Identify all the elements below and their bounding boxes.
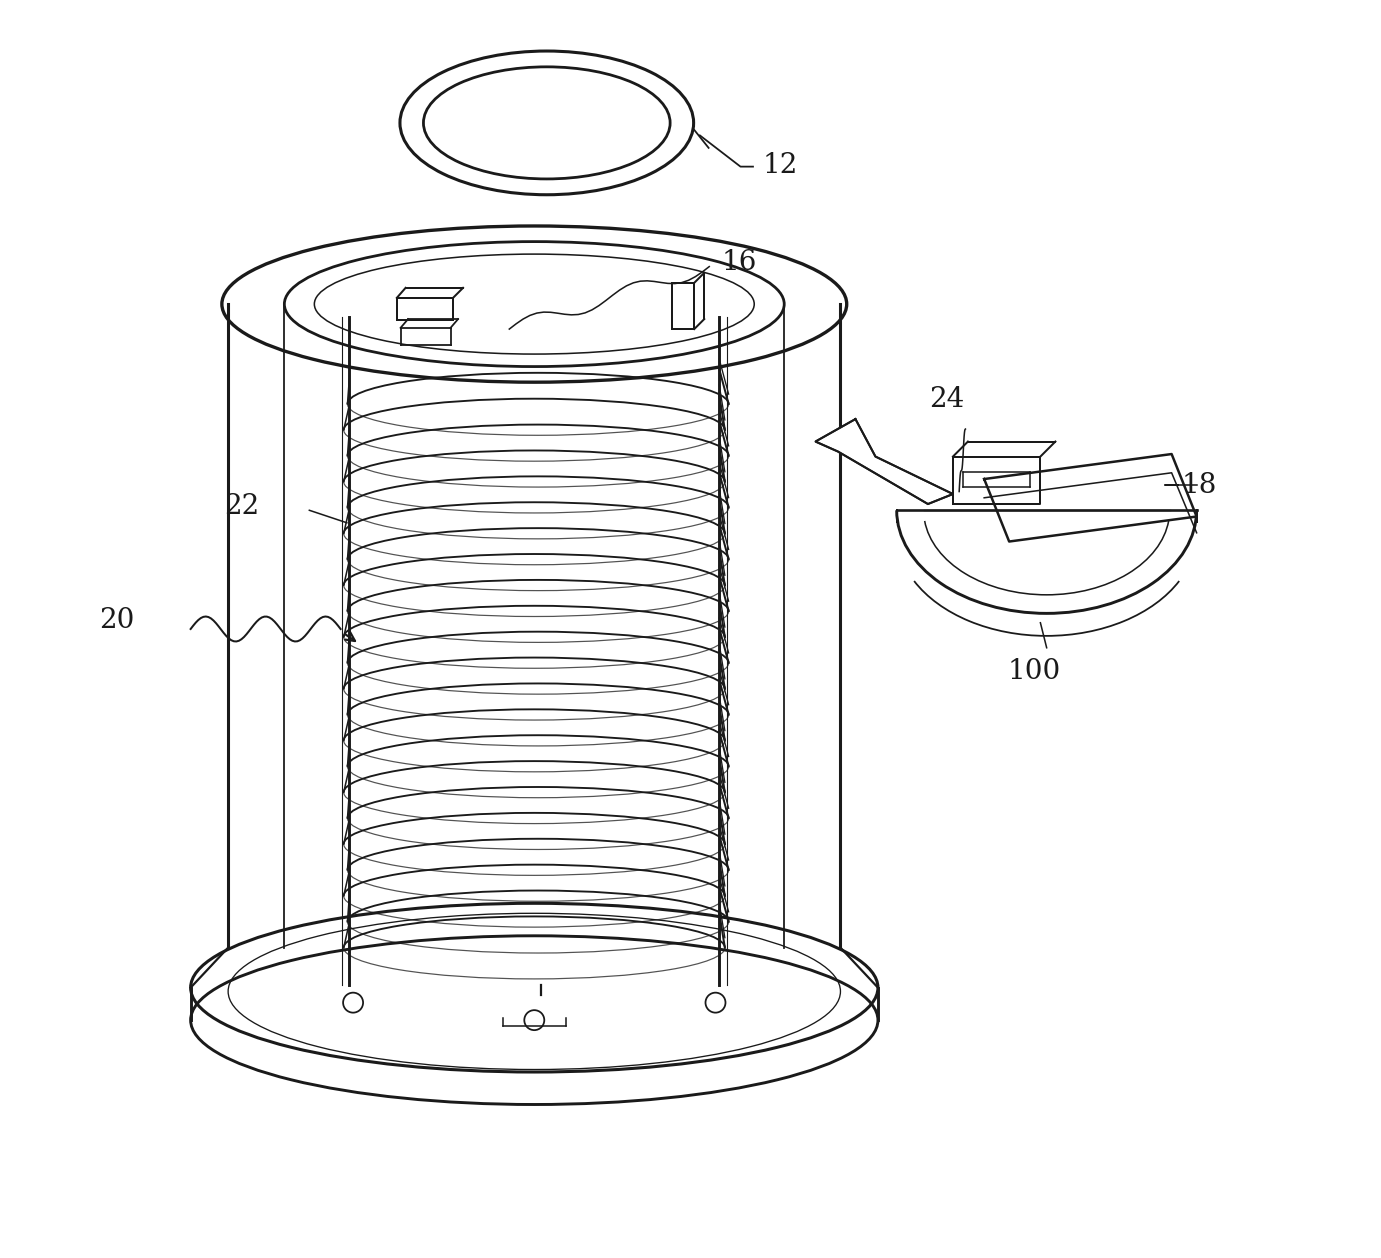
Polygon shape: [815, 419, 953, 504]
Text: 24: 24: [929, 386, 964, 413]
Text: 100: 100: [1008, 658, 1061, 684]
Text: 18: 18: [1182, 472, 1217, 498]
Text: 12: 12: [762, 152, 798, 179]
Text: 20: 20: [99, 606, 134, 634]
Text: 22: 22: [224, 493, 260, 520]
Text: 16: 16: [722, 249, 757, 277]
